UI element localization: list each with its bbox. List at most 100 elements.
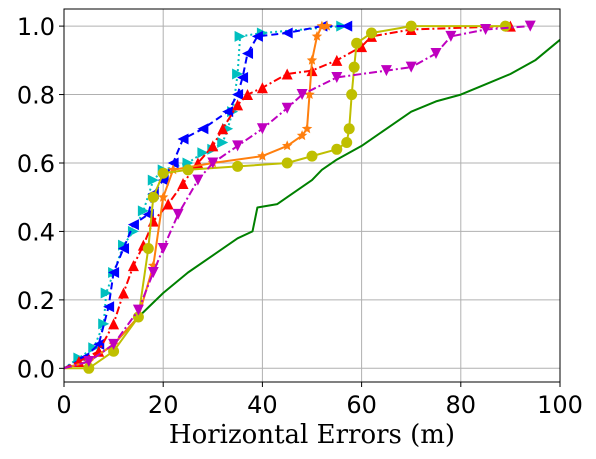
- series-1-point-4: [100, 287, 112, 299]
- series-4-point-12: [304, 89, 315, 99]
- series-2-point-17: [251, 30, 263, 42]
- series-4-point-11: [301, 123, 313, 134]
- series-1-point-7: [127, 225, 139, 237]
- series-5-point-1: [83, 362, 95, 374]
- series-0: [64, 39, 560, 370]
- series-6-point-4: [147, 266, 159, 278]
- series-6-point-17: [445, 30, 457, 42]
- series-4-point-5: [158, 191, 169, 202]
- series-3-point-5: [127, 260, 139, 272]
- series-5-point-3: [132, 311, 144, 323]
- series-6-point-18: [480, 24, 492, 36]
- series-5-point-4: [142, 243, 154, 255]
- x-tick-label-3: 60: [346, 391, 377, 419]
- tick-layer: 0 20 40 60 80 100 0.0 0.2 0.4 0.6 0.8 1.0: [17, 13, 583, 419]
- series-2-point-20: [341, 20, 353, 32]
- series-3-point-14: [242, 89, 254, 101]
- series-6-line: [64, 25, 531, 370]
- series-1-point-14: [217, 136, 229, 148]
- series-2-point-6: [127, 219, 139, 231]
- series-2-point-12: [197, 123, 209, 135]
- series-2-point-10: [167, 157, 179, 169]
- series-6-point-7: [192, 174, 204, 186]
- series-5-point-9: [281, 157, 293, 169]
- y-tick-label-0: 0.0: [17, 355, 55, 383]
- series-6-point-11: [281, 102, 293, 114]
- series-6-point-6: [172, 208, 184, 220]
- x-tick-label-4: 80: [446, 391, 477, 419]
- series-5-point-11: [331, 143, 343, 155]
- series-5-point-5: [147, 191, 159, 203]
- series-0-line: [64, 39, 560, 370]
- series-3-point-8: [162, 198, 174, 210]
- series-6-point-9: [232, 140, 244, 152]
- series-2-point-15: [237, 71, 249, 83]
- series-6-point-13: [331, 71, 343, 83]
- series-2-point-11: [177, 133, 189, 145]
- series-4-point-9: [282, 140, 293, 151]
- series-3-point-16: [281, 68, 293, 80]
- x-tick-label-0: 0: [56, 391, 71, 419]
- y-tick-label-3: 0.6: [17, 150, 55, 178]
- series-4-point-8: [257, 150, 268, 161]
- y-tick-label-1: 0.2: [17, 287, 55, 315]
- series-6: [64, 20, 536, 370]
- series-3-point-19: [356, 41, 368, 53]
- series-6-point-8: [207, 157, 219, 169]
- series-6-point-19: [524, 20, 536, 32]
- series-5-point-12: [341, 136, 353, 148]
- plot-frame: [63, 8, 561, 383]
- series-2-point-13: [222, 106, 234, 118]
- series-5-point-18: [405, 20, 417, 32]
- series-1-point-8: [137, 205, 149, 217]
- series-3-point-12: [217, 123, 229, 135]
- series-5-point-2: [108, 345, 120, 357]
- series-6-point-5: [157, 243, 169, 255]
- series-4-point-16: [321, 20, 333, 31]
- x-tick-label-1: 20: [148, 391, 179, 419]
- series-6-point-15: [405, 61, 417, 73]
- series-4-point-14: [311, 30, 323, 41]
- series-4-point-13: [306, 54, 318, 65]
- series-3-point-13: [232, 99, 244, 111]
- series-3-point-15: [256, 82, 268, 94]
- series-4-point-10: [296, 130, 308, 141]
- series-5-point-15: [348, 61, 360, 73]
- y-tick-label-4: 0.8: [17, 82, 55, 110]
- series-1-point-18: [234, 30, 246, 42]
- series-6-point-16: [430, 47, 442, 59]
- series-2-point-14: [232, 89, 244, 101]
- series-6-point-12: [296, 89, 308, 101]
- series-2-point-16: [242, 47, 254, 59]
- x-tick-label-2: 40: [247, 391, 278, 419]
- series-1-point-17: [232, 68, 244, 80]
- series-2-line: [64, 25, 347, 370]
- x-tick-label-5: 100: [537, 391, 583, 419]
- series-3-point-18: [331, 54, 343, 66]
- series-2-point-18: [281, 27, 293, 39]
- series-6-point-10: [256, 123, 268, 135]
- series-1-point-9: [147, 174, 159, 186]
- series-3-point-9: [177, 178, 189, 190]
- series-5-point-8: [232, 160, 244, 172]
- series-3-point-3: [108, 318, 120, 330]
- series-2-point-4: [108, 266, 120, 278]
- series-3-point-11: [207, 140, 219, 152]
- series-layer: [64, 20, 560, 374]
- series-2-point-3: [103, 301, 115, 313]
- series-5-point-14: [346, 89, 358, 101]
- x-axis-label: Horizontal Errors (m): [169, 420, 455, 450]
- series-6-point-14: [380, 65, 392, 77]
- series-5-point-6: [157, 167, 169, 179]
- series-1-point-12: [197, 147, 209, 159]
- series-1-point-3: [98, 318, 110, 330]
- series-2-point-5: [118, 243, 130, 255]
- series-5-point-13: [343, 123, 355, 135]
- y-tick-label-5: 1.0: [17, 13, 55, 41]
- series-6-point-3: [132, 304, 144, 316]
- series-5-point-16: [351, 37, 363, 49]
- series-3-point-4: [118, 287, 130, 299]
- y-tick-label-2: 0.4: [17, 218, 55, 246]
- series-5-point-19: [499, 20, 511, 32]
